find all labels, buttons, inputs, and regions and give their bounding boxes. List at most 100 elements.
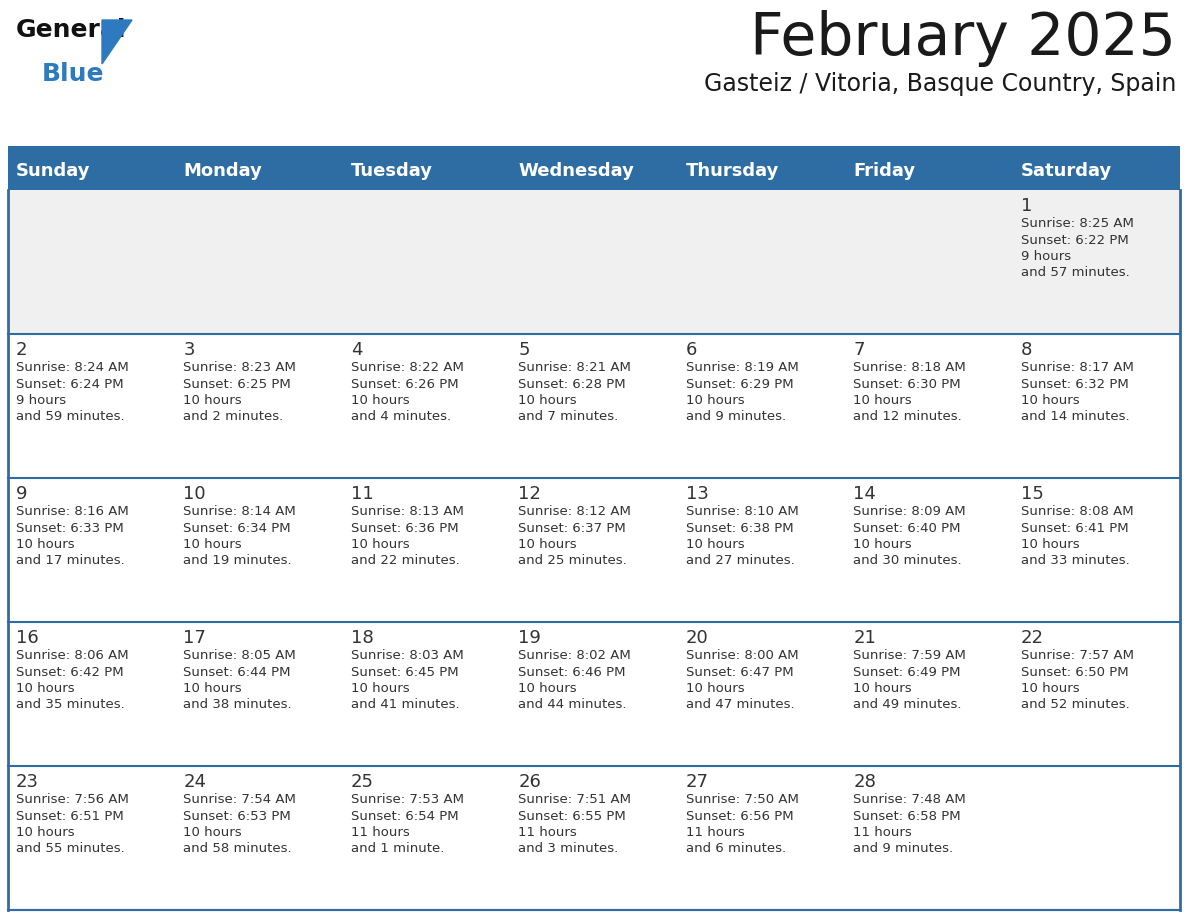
Text: Sunrise: 7:48 AM: Sunrise: 7:48 AM <box>853 793 966 806</box>
Text: 10 hours
and 30 minutes.: 10 hours and 30 minutes. <box>853 538 962 567</box>
Text: Sunrise: 7:53 AM: Sunrise: 7:53 AM <box>350 793 463 806</box>
Bar <box>677 766 845 910</box>
Text: 12: 12 <box>518 485 542 503</box>
Text: 10 hours
and 38 minutes.: 10 hours and 38 minutes. <box>183 682 292 711</box>
Bar <box>1012 190 1180 334</box>
Text: Sunrise: 8:17 AM: Sunrise: 8:17 AM <box>1020 361 1133 374</box>
Text: Sunrise: 7:54 AM: Sunrise: 7:54 AM <box>183 793 296 806</box>
Text: Sunrise: 8:14 AM: Sunrise: 8:14 AM <box>183 505 296 518</box>
Text: Sunset: 6:50 PM: Sunset: 6:50 PM <box>1020 666 1129 678</box>
Polygon shape <box>102 20 132 64</box>
Text: Sunset: 6:34 PM: Sunset: 6:34 PM <box>183 521 291 534</box>
Text: 10 hours
and 47 minutes.: 10 hours and 47 minutes. <box>685 682 795 711</box>
Text: Sunset: 6:30 PM: Sunset: 6:30 PM <box>853 377 961 390</box>
Text: 28: 28 <box>853 773 876 791</box>
Text: 1: 1 <box>1020 197 1032 215</box>
Text: Sunrise: 8:00 AM: Sunrise: 8:00 AM <box>685 649 798 662</box>
Text: Sunday: Sunday <box>15 162 90 180</box>
Text: 11 hours
and 9 minutes.: 11 hours and 9 minutes. <box>853 826 953 855</box>
Bar <box>176 478 343 622</box>
Text: 25: 25 <box>350 773 374 791</box>
Text: Sunset: 6:45 PM: Sunset: 6:45 PM <box>350 666 459 678</box>
Text: 17: 17 <box>183 629 207 647</box>
Bar <box>845 334 1012 478</box>
Text: 11 hours
and 3 minutes.: 11 hours and 3 minutes. <box>518 826 619 855</box>
Text: 20: 20 <box>685 629 708 647</box>
Text: 19: 19 <box>518 629 542 647</box>
Text: Sunset: 6:55 PM: Sunset: 6:55 PM <box>518 810 626 823</box>
Text: 16: 16 <box>15 629 39 647</box>
Text: Sunrise: 8:25 AM: Sunrise: 8:25 AM <box>1020 217 1133 230</box>
Text: Sunrise: 8:05 AM: Sunrise: 8:05 AM <box>183 649 296 662</box>
Text: Sunset: 6:44 PM: Sunset: 6:44 PM <box>183 666 291 678</box>
Text: 10 hours
and 44 minutes.: 10 hours and 44 minutes. <box>518 682 627 711</box>
Text: Sunrise: 8:16 AM: Sunrise: 8:16 AM <box>15 505 128 518</box>
Text: Sunset: 6:29 PM: Sunset: 6:29 PM <box>685 377 794 390</box>
Text: Sunset: 6:28 PM: Sunset: 6:28 PM <box>518 377 626 390</box>
Text: Sunrise: 7:51 AM: Sunrise: 7:51 AM <box>518 793 631 806</box>
Text: Friday: Friday <box>853 162 915 180</box>
Text: Sunrise: 7:56 AM: Sunrise: 7:56 AM <box>15 793 128 806</box>
Text: Sunrise: 8:10 AM: Sunrise: 8:10 AM <box>685 505 798 518</box>
Text: 10 hours
and 14 minutes.: 10 hours and 14 minutes. <box>1020 394 1130 423</box>
Text: 15: 15 <box>1020 485 1043 503</box>
Text: 9: 9 <box>15 485 27 503</box>
Bar <box>343 478 511 622</box>
Text: Sunrise: 8:24 AM: Sunrise: 8:24 AM <box>15 361 128 374</box>
Bar <box>176 190 343 334</box>
Text: Sunset: 6:26 PM: Sunset: 6:26 PM <box>350 377 459 390</box>
Text: Monday: Monday <box>183 162 263 180</box>
Bar <box>677 622 845 766</box>
Text: Sunset: 6:40 PM: Sunset: 6:40 PM <box>853 521 961 534</box>
Text: Sunrise: 8:09 AM: Sunrise: 8:09 AM <box>853 505 966 518</box>
Bar <box>176 334 343 478</box>
Text: 10 hours
and 35 minutes.: 10 hours and 35 minutes. <box>15 682 125 711</box>
Bar <box>845 190 1012 334</box>
Text: 18: 18 <box>350 629 373 647</box>
Bar <box>343 622 511 766</box>
Text: 2: 2 <box>15 341 27 359</box>
Text: 10 hours
and 41 minutes.: 10 hours and 41 minutes. <box>350 682 460 711</box>
Text: Blue: Blue <box>42 62 105 86</box>
Text: 13: 13 <box>685 485 708 503</box>
Bar <box>1012 766 1180 910</box>
Text: Sunset: 6:56 PM: Sunset: 6:56 PM <box>685 810 794 823</box>
Bar <box>677 478 845 622</box>
Text: Sunset: 6:54 PM: Sunset: 6:54 PM <box>350 810 459 823</box>
Bar <box>511 478 677 622</box>
Text: 10 hours
and 52 minutes.: 10 hours and 52 minutes. <box>1020 682 1130 711</box>
Text: 9 hours
and 57 minutes.: 9 hours and 57 minutes. <box>1020 250 1130 279</box>
Text: 3: 3 <box>183 341 195 359</box>
Text: Sunrise: 8:21 AM: Sunrise: 8:21 AM <box>518 361 631 374</box>
Text: 9 hours
and 59 minutes.: 9 hours and 59 minutes. <box>15 394 125 423</box>
Text: Sunrise: 8:13 AM: Sunrise: 8:13 AM <box>350 505 463 518</box>
Text: Sunset: 6:46 PM: Sunset: 6:46 PM <box>518 666 626 678</box>
Bar <box>1012 478 1180 622</box>
Text: Tuesday: Tuesday <box>350 162 432 180</box>
Bar <box>1012 334 1180 478</box>
Text: Sunrise: 8:06 AM: Sunrise: 8:06 AM <box>15 649 128 662</box>
Text: 10 hours
and 58 minutes.: 10 hours and 58 minutes. <box>183 826 292 855</box>
Bar <box>677 334 845 478</box>
Text: Sunrise: 8:12 AM: Sunrise: 8:12 AM <box>518 505 631 518</box>
Text: 10 hours
and 25 minutes.: 10 hours and 25 minutes. <box>518 538 627 567</box>
Text: Sunset: 6:25 PM: Sunset: 6:25 PM <box>183 377 291 390</box>
Text: 10: 10 <box>183 485 206 503</box>
Text: Sunset: 6:24 PM: Sunset: 6:24 PM <box>15 377 124 390</box>
Text: Sunrise: 8:08 AM: Sunrise: 8:08 AM <box>1020 505 1133 518</box>
Text: 5: 5 <box>518 341 530 359</box>
Bar <box>845 766 1012 910</box>
Text: 4: 4 <box>350 341 362 359</box>
Text: 10 hours
and 9 minutes.: 10 hours and 9 minutes. <box>685 394 785 423</box>
Text: 27: 27 <box>685 773 709 791</box>
Text: 22: 22 <box>1020 629 1043 647</box>
Text: Saturday: Saturday <box>1020 162 1112 180</box>
Text: Sunset: 6:36 PM: Sunset: 6:36 PM <box>350 521 459 534</box>
Bar <box>343 766 511 910</box>
Bar <box>8 478 176 622</box>
Text: Sunset: 6:33 PM: Sunset: 6:33 PM <box>15 521 124 534</box>
Text: Sunrise: 8:23 AM: Sunrise: 8:23 AM <box>183 361 296 374</box>
Bar <box>845 622 1012 766</box>
Text: 14: 14 <box>853 485 876 503</box>
Text: Sunrise: 8:22 AM: Sunrise: 8:22 AM <box>350 361 463 374</box>
